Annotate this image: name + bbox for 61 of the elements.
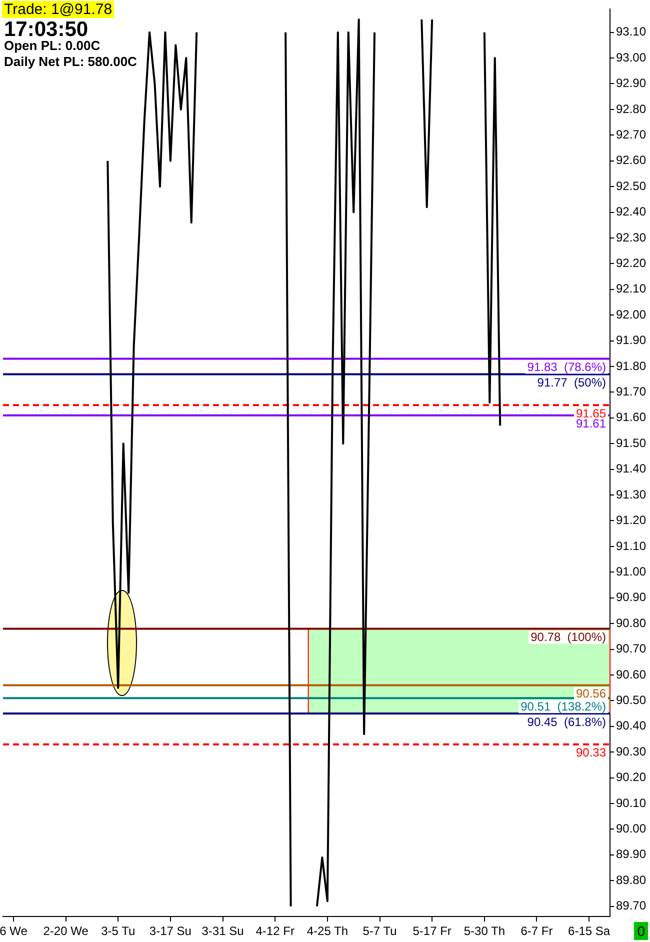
y-tick-label: 90.50: [616, 692, 646, 707]
y-tick-label: 90.30: [616, 744, 646, 758]
annotation: Daily Net PL: 580.00C: [4, 54, 137, 69]
ref-line-label: 90.56: [576, 686, 606, 701]
ref-line-label: 91.61: [576, 416, 606, 431]
ref-line-label: 91.77 (50%): [537, 376, 606, 390]
x-tick-label: 6 We: [0, 924, 28, 938]
y-tick-label: 92.50: [616, 178, 646, 193]
y-tick-label: 89.80: [616, 872, 646, 887]
y-tick-label: 92.20: [616, 256, 646, 270]
y-tick-label: 92.40: [616, 204, 646, 219]
y-tick-label: 90.90: [616, 590, 646, 604]
y-tick-label: 91.80: [616, 358, 646, 373]
x-tick-label: 5-7 Tu: [362, 924, 397, 938]
annotation: Trade: 1@91.78: [2, 1, 114, 18]
y-tick-label: 90.20: [616, 770, 646, 784]
ref-line-label: 90.45 (61.8%): [527, 714, 606, 729]
y-tick-label: 91.70: [616, 384, 646, 399]
y-tick-label: 92.60: [616, 153, 646, 168]
y-tick-label: 93.00: [616, 50, 646, 64]
x-tick-label: 3-5 Tu: [101, 924, 136, 938]
y-tick-label: 92.10: [616, 282, 646, 296]
x-tick-label: 6-15 Sa: [568, 924, 610, 938]
ref-line-label: 91.83 (78.6%): [527, 360, 606, 374]
y-tick-label: 91.10: [616, 538, 646, 553]
y-tick-label: 91.00: [616, 564, 646, 578]
y-tick-label: 91.60: [616, 410, 646, 424]
y-tick-label: 90.60: [616, 667, 646, 682]
ref-line-label: 90.78 (100%): [530, 630, 606, 644]
y-tick-label: 89.70: [616, 898, 646, 913]
x-tick-label: 4-25 Th: [306, 924, 348, 938]
x-tick-label: 5-30 Th: [464, 924, 505, 938]
y-tick-label: 92.90: [616, 76, 646, 90]
x-tick-label: 5-17 Fr: [412, 924, 452, 938]
y-tick-label: 92.80: [616, 102, 646, 116]
y-tick-label: 91.50: [616, 436, 646, 450]
x-tick-label: 3-17 Su: [149, 924, 192, 938]
y-tick-label: 92.30: [616, 230, 646, 244]
annotation: 17:03:50: [4, 18, 88, 41]
y-tick-label: 90.10: [616, 796, 646, 810]
ref-line-label: 90.51 (138.2%): [520, 699, 606, 714]
y-tick-label: 90.00: [616, 822, 646, 836]
text: 0: [634, 922, 648, 940]
annotation: Open PL: 0.00C: [4, 38, 100, 53]
y-tick-label: 91.20: [616, 513, 646, 528]
ref-line-label: 91.65: [576, 406, 606, 420]
x-tick-label: 4-12 Fr: [256, 924, 294, 938]
x-tick-label: 6-7 Fr: [520, 924, 553, 938]
y-tick-label: 91.30: [616, 487, 646, 502]
y-tick-label: 89.90: [616, 847, 646, 862]
y-tick-label: 93.10: [616, 24, 646, 39]
y-tick-label: 91.40: [616, 462, 646, 476]
y-tick-label: 90.80: [616, 616, 646, 630]
ref-line-label: 90.33: [576, 746, 606, 760]
y-tick-label: 91.90: [616, 333, 646, 348]
y-tick-label: 90.40: [616, 718, 646, 733]
y-tick-label: 92.70: [616, 127, 646, 142]
x-tick-label: 3-31 Su: [202, 924, 244, 938]
x-tick-label: 2-20 We: [43, 924, 89, 938]
y-tick-label: 90.70: [616, 642, 646, 656]
y-tick-label: 92.00: [616, 307, 646, 322]
